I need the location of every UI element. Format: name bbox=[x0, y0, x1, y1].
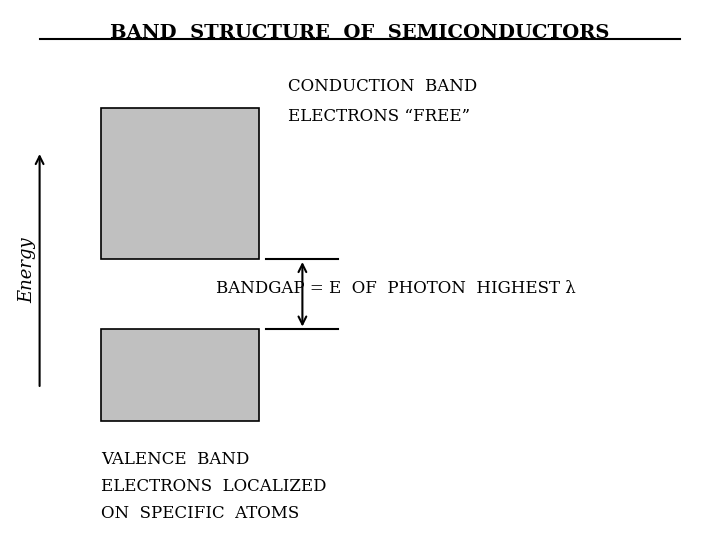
Bar bbox=[101, 108, 259, 259]
Text: BAND  STRUCTURE  OF  SEMICONDUCTORS: BAND STRUCTURE OF SEMICONDUCTORS bbox=[110, 24, 610, 42]
Text: VALENCE  BAND: VALENCE BAND bbox=[101, 451, 249, 468]
Text: ELECTRONS  LOCALIZED: ELECTRONS LOCALIZED bbox=[101, 478, 326, 495]
Text: CONDUCTION  BAND: CONDUCTION BAND bbox=[288, 78, 477, 95]
Text: ON  SPECIFIC  ATOMS: ON SPECIFIC ATOMS bbox=[101, 505, 299, 522]
Text: ELECTRONS “FREE”: ELECTRONS “FREE” bbox=[288, 108, 470, 125]
Bar bbox=[101, 329, 259, 421]
Text: BANDGAP = E  OF  PHOTON  HIGHEST λ: BANDGAP = E OF PHOTON HIGHEST λ bbox=[216, 280, 576, 298]
Text: Energy: Energy bbox=[19, 237, 36, 303]
